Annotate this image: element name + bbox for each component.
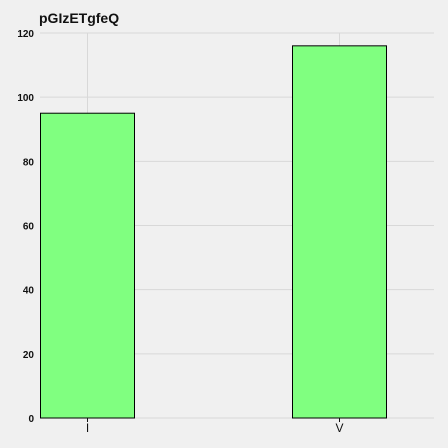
y-tick-label: 80 (23, 157, 35, 168)
y-tick-label: 60 (23, 222, 35, 233)
y-tick-label: 20 (23, 350, 35, 361)
y-tick-label: 40 (23, 286, 35, 297)
bar-I (40, 112, 135, 419)
y-tick-label: 120 (17, 29, 34, 40)
x-tick-label: V (335, 421, 343, 435)
bar-layer (40, 45, 387, 419)
bar-V (292, 45, 387, 419)
chart-title: pGIzETgfeQ (39, 10, 119, 26)
y-axis-ticks: 0 20 40 60 80 100 120 (17, 29, 34, 425)
y-tick-label: 100 (17, 93, 34, 104)
y-tick-label: 0 (28, 414, 34, 425)
x-tick-label: I (86, 421, 89, 435)
